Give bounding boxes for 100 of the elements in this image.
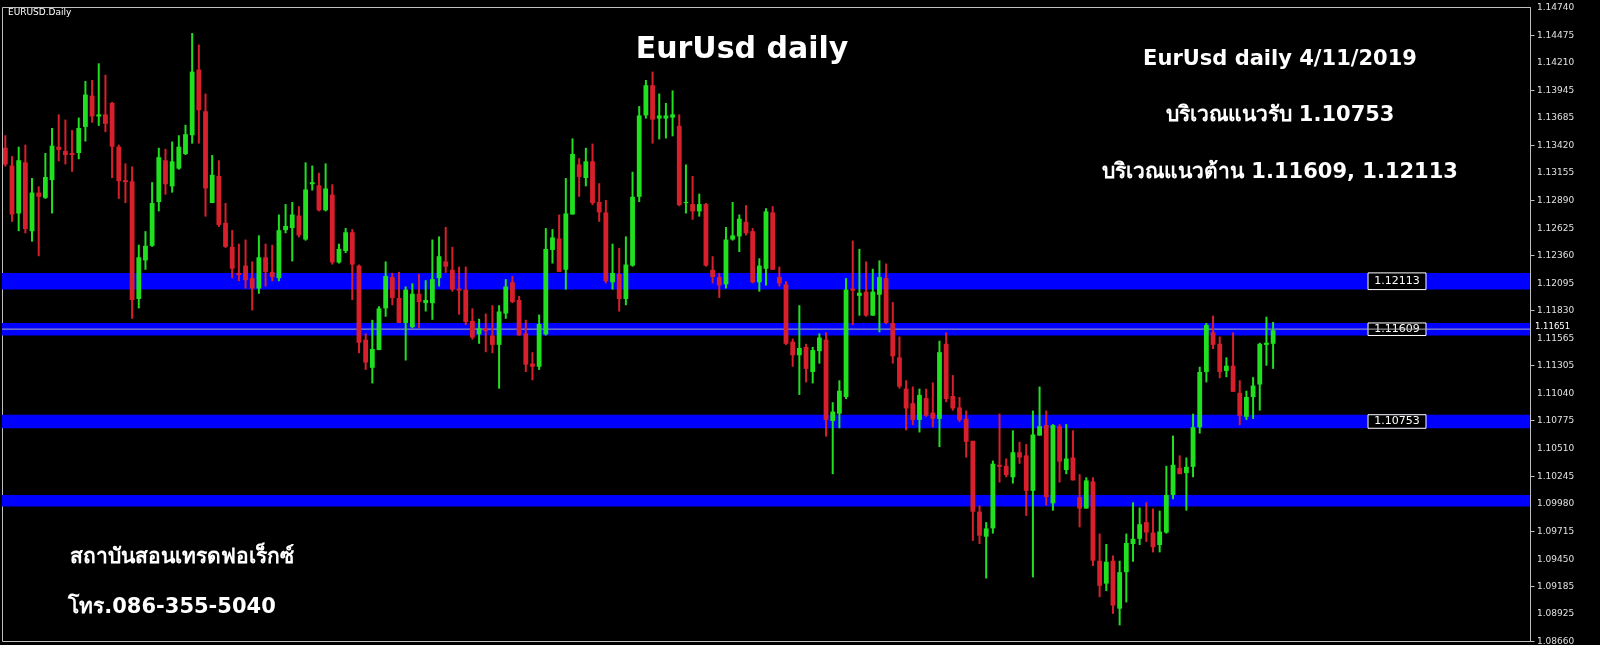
candlestick bbox=[123, 162, 128, 205]
band-label: 1.12113 bbox=[1374, 274, 1420, 288]
candlestick bbox=[857, 247, 862, 317]
candlestick bbox=[663, 101, 669, 140]
candlestick bbox=[283, 203, 288, 235]
y-tick-label: 1.10510 bbox=[1537, 443, 1575, 454]
candlestick bbox=[143, 230, 148, 271]
candlestick bbox=[236, 242, 242, 283]
candlestick bbox=[1244, 389, 1249, 421]
candlestick bbox=[1224, 356, 1229, 379]
candlestick bbox=[163, 147, 168, 196]
y-tick-label: 1.11830 bbox=[1537, 305, 1575, 316]
y-tick-label: 1.14740 bbox=[1537, 2, 1575, 12]
candlestick bbox=[716, 271, 722, 299]
candlestick bbox=[696, 192, 702, 218]
candlestick bbox=[776, 265, 782, 288]
candlestick bbox=[977, 504, 982, 546]
candlestick bbox=[810, 345, 816, 385]
candlestick bbox=[957, 395, 962, 424]
y-tick-label: 1.10775 bbox=[1537, 415, 1575, 426]
band-label: 1.10753 bbox=[1374, 414, 1420, 428]
candlestick bbox=[249, 260, 255, 312]
candlestick bbox=[490, 304, 495, 355]
candlestick bbox=[1037, 385, 1042, 437]
candlestick bbox=[56, 113, 62, 163]
candlestick bbox=[363, 332, 369, 371]
y-tick-label: 1.12625 bbox=[1537, 222, 1575, 233]
candlestick bbox=[289, 201, 295, 263]
candlestick bbox=[449, 245, 455, 293]
y-tick-label: 1.09980 bbox=[1537, 498, 1575, 509]
annotation: โทร.086-355-5040 bbox=[67, 593, 276, 618]
candlestick bbox=[1143, 501, 1149, 543]
y-tick-label: 1.09450 bbox=[1537, 553, 1575, 564]
candlestick bbox=[1077, 473, 1083, 529]
candlestick bbox=[62, 118, 68, 166]
candlestick bbox=[756, 257, 762, 293]
candlestick bbox=[816, 332, 822, 365]
y-tick-label: 1.13945 bbox=[1537, 84, 1575, 95]
candlestick bbox=[656, 92, 662, 141]
candlestick bbox=[1183, 456, 1189, 512]
candlestick bbox=[323, 162, 329, 213]
y-tick-label: 1.12095 bbox=[1537, 277, 1575, 288]
band-label: 1.11609 bbox=[1374, 322, 1420, 336]
candlestick bbox=[710, 255, 716, 285]
candlestick bbox=[1137, 506, 1143, 547]
candlestick bbox=[870, 267, 876, 317]
candlestick bbox=[1270, 320, 1276, 370]
candlestick bbox=[183, 123, 188, 157]
y-tick-label: 1.13155 bbox=[1537, 167, 1575, 178]
candlestick bbox=[850, 239, 856, 327]
candlestick bbox=[223, 202, 228, 249]
candlestick bbox=[36, 185, 42, 258]
y-tick-label: 1.11565 bbox=[1537, 333, 1575, 344]
text: EurUsd daily bbox=[635, 30, 849, 65]
candlestick bbox=[269, 243, 275, 283]
candlestick bbox=[429, 238, 435, 321]
y-tick-label: 1.13420 bbox=[1537, 139, 1575, 150]
candlestick bbox=[470, 307, 475, 341]
candlestick bbox=[576, 157, 582, 198]
candlestick bbox=[443, 226, 449, 274]
y-tick-label: 1.11040 bbox=[1537, 387, 1575, 398]
candlestick bbox=[510, 275, 515, 305]
candlestick bbox=[343, 227, 349, 255]
candlestick bbox=[796, 304, 802, 396]
candlestick bbox=[983, 521, 989, 580]
candlestick bbox=[997, 412, 1002, 484]
y-tick-label: 1.13685 bbox=[1537, 112, 1575, 123]
candlestick bbox=[423, 279, 429, 313]
candlestick bbox=[1157, 509, 1163, 554]
ref-line-label: 1.11651 bbox=[1535, 321, 1571, 332]
y-tick-label: 1.10245 bbox=[1537, 470, 1575, 481]
candlestick bbox=[670, 89, 675, 138]
annotation: EurUsd daily 4/11/2019 bbox=[1143, 46, 1417, 70]
candlestick bbox=[730, 201, 736, 242]
candlestick bbox=[1017, 440, 1022, 465]
y-tick-label: 1.11305 bbox=[1537, 360, 1575, 371]
y-tick-label: 1.14475 bbox=[1537, 29, 1575, 40]
candlestick bbox=[263, 242, 268, 288]
candlestick bbox=[877, 259, 882, 334]
candlestick bbox=[1264, 315, 1269, 367]
candlestick bbox=[583, 146, 589, 188]
candlestick bbox=[96, 62, 102, 127]
candlestick bbox=[1237, 379, 1243, 427]
y-tick-label: 1.09715 bbox=[1537, 525, 1575, 536]
candlestick bbox=[837, 379, 842, 430]
candlestick bbox=[790, 337, 796, 368]
candlestick bbox=[1063, 423, 1069, 476]
annotation: สถาบันสอนเทรดฟอเร็กซ์ bbox=[70, 542, 294, 568]
candlestick bbox=[103, 73, 108, 134]
y-tick-label: 1.12890 bbox=[1537, 194, 1575, 205]
candlestick bbox=[42, 151, 48, 200]
y-tick-label: 1.08660 bbox=[1537, 636, 1575, 645]
candlestick bbox=[2, 134, 8, 168]
annotation: บริเวณแนวต้าน 1.11609, 1.12113 bbox=[1102, 159, 1458, 183]
candlestick bbox=[1103, 543, 1109, 592]
annotation: EURUSD.Daily bbox=[8, 7, 73, 17]
candlestick bbox=[483, 312, 489, 354]
candlestick bbox=[1003, 457, 1009, 479]
candlestick bbox=[690, 174, 695, 221]
candlestick bbox=[309, 164, 315, 192]
